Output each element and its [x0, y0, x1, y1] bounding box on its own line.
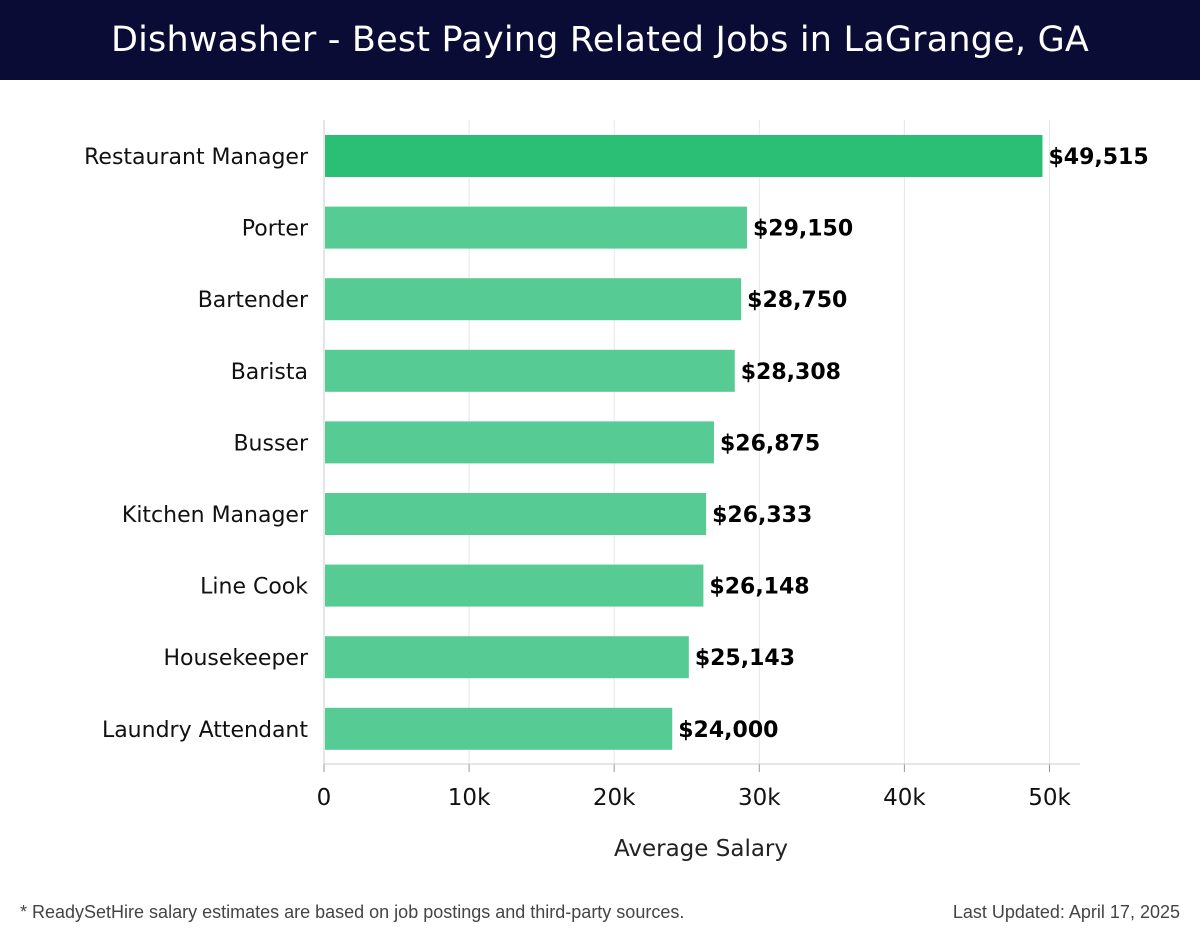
category-label: Porter [242, 217, 309, 242]
category-label: Bartender [198, 288, 309, 313]
bar [325, 206, 747, 249]
value-label: $29,150 [753, 217, 853, 242]
category-label: Barista [231, 360, 308, 385]
category-label: Restaurant Manager [84, 145, 309, 170]
x-axis-title: Average Salary [614, 836, 788, 862]
bar [325, 493, 707, 535]
x-tick-label: 20k [593, 785, 636, 811]
category-label: Busser [233, 431, 308, 456]
bar [325, 278, 742, 321]
x-tick-label: 40k [883, 785, 926, 811]
category-label: Line Cook [200, 575, 308, 600]
value-label: $49,515 [1048, 145, 1148, 170]
category-label: Laundry Attendant [102, 718, 308, 743]
x-axis: 0 10k 20k 30k 40k 50k [317, 120, 1080, 811]
last-updated: Last Updated: April 17, 2025 [952, 902, 1180, 922]
value-label: $28,750 [747, 288, 847, 313]
bar [325, 707, 673, 750]
x-tick-label: 50k [1028, 785, 1071, 811]
bar [325, 135, 1043, 177]
category-label: Housekeeper [163, 646, 308, 671]
value-label: $26,875 [720, 431, 820, 456]
chart-title: Dishwasher - Best Paying Related Jobs in… [0, 0, 1200, 80]
value-label: $25,143 [695, 646, 795, 671]
bar [325, 636, 689, 679]
x-tick-label: 10k [448, 785, 491, 811]
footer-disclaimer: * ReadySetHire salary estimates are base… [20, 902, 685, 922]
bar [325, 564, 704, 607]
value-label: $26,148 [709, 575, 809, 600]
category-label: Kitchen Manager [122, 503, 309, 528]
bar [325, 349, 735, 392]
value-label: $24,000 [678, 718, 778, 743]
value-label: $26,333 [712, 503, 812, 528]
salary-bar-chart: Restaurant Manager $49,515 Porter $29,150 Ba… [84, 120, 1149, 862]
bar [325, 421, 714, 464]
x-tick-label: 0 [317, 785, 332, 811]
bars: Restaurant Manager $49,515 Porter $29,150 Ba… [84, 135, 1149, 750]
x-tick-label: 30k [738, 785, 781, 811]
value-label: $28,308 [741, 360, 841, 385]
